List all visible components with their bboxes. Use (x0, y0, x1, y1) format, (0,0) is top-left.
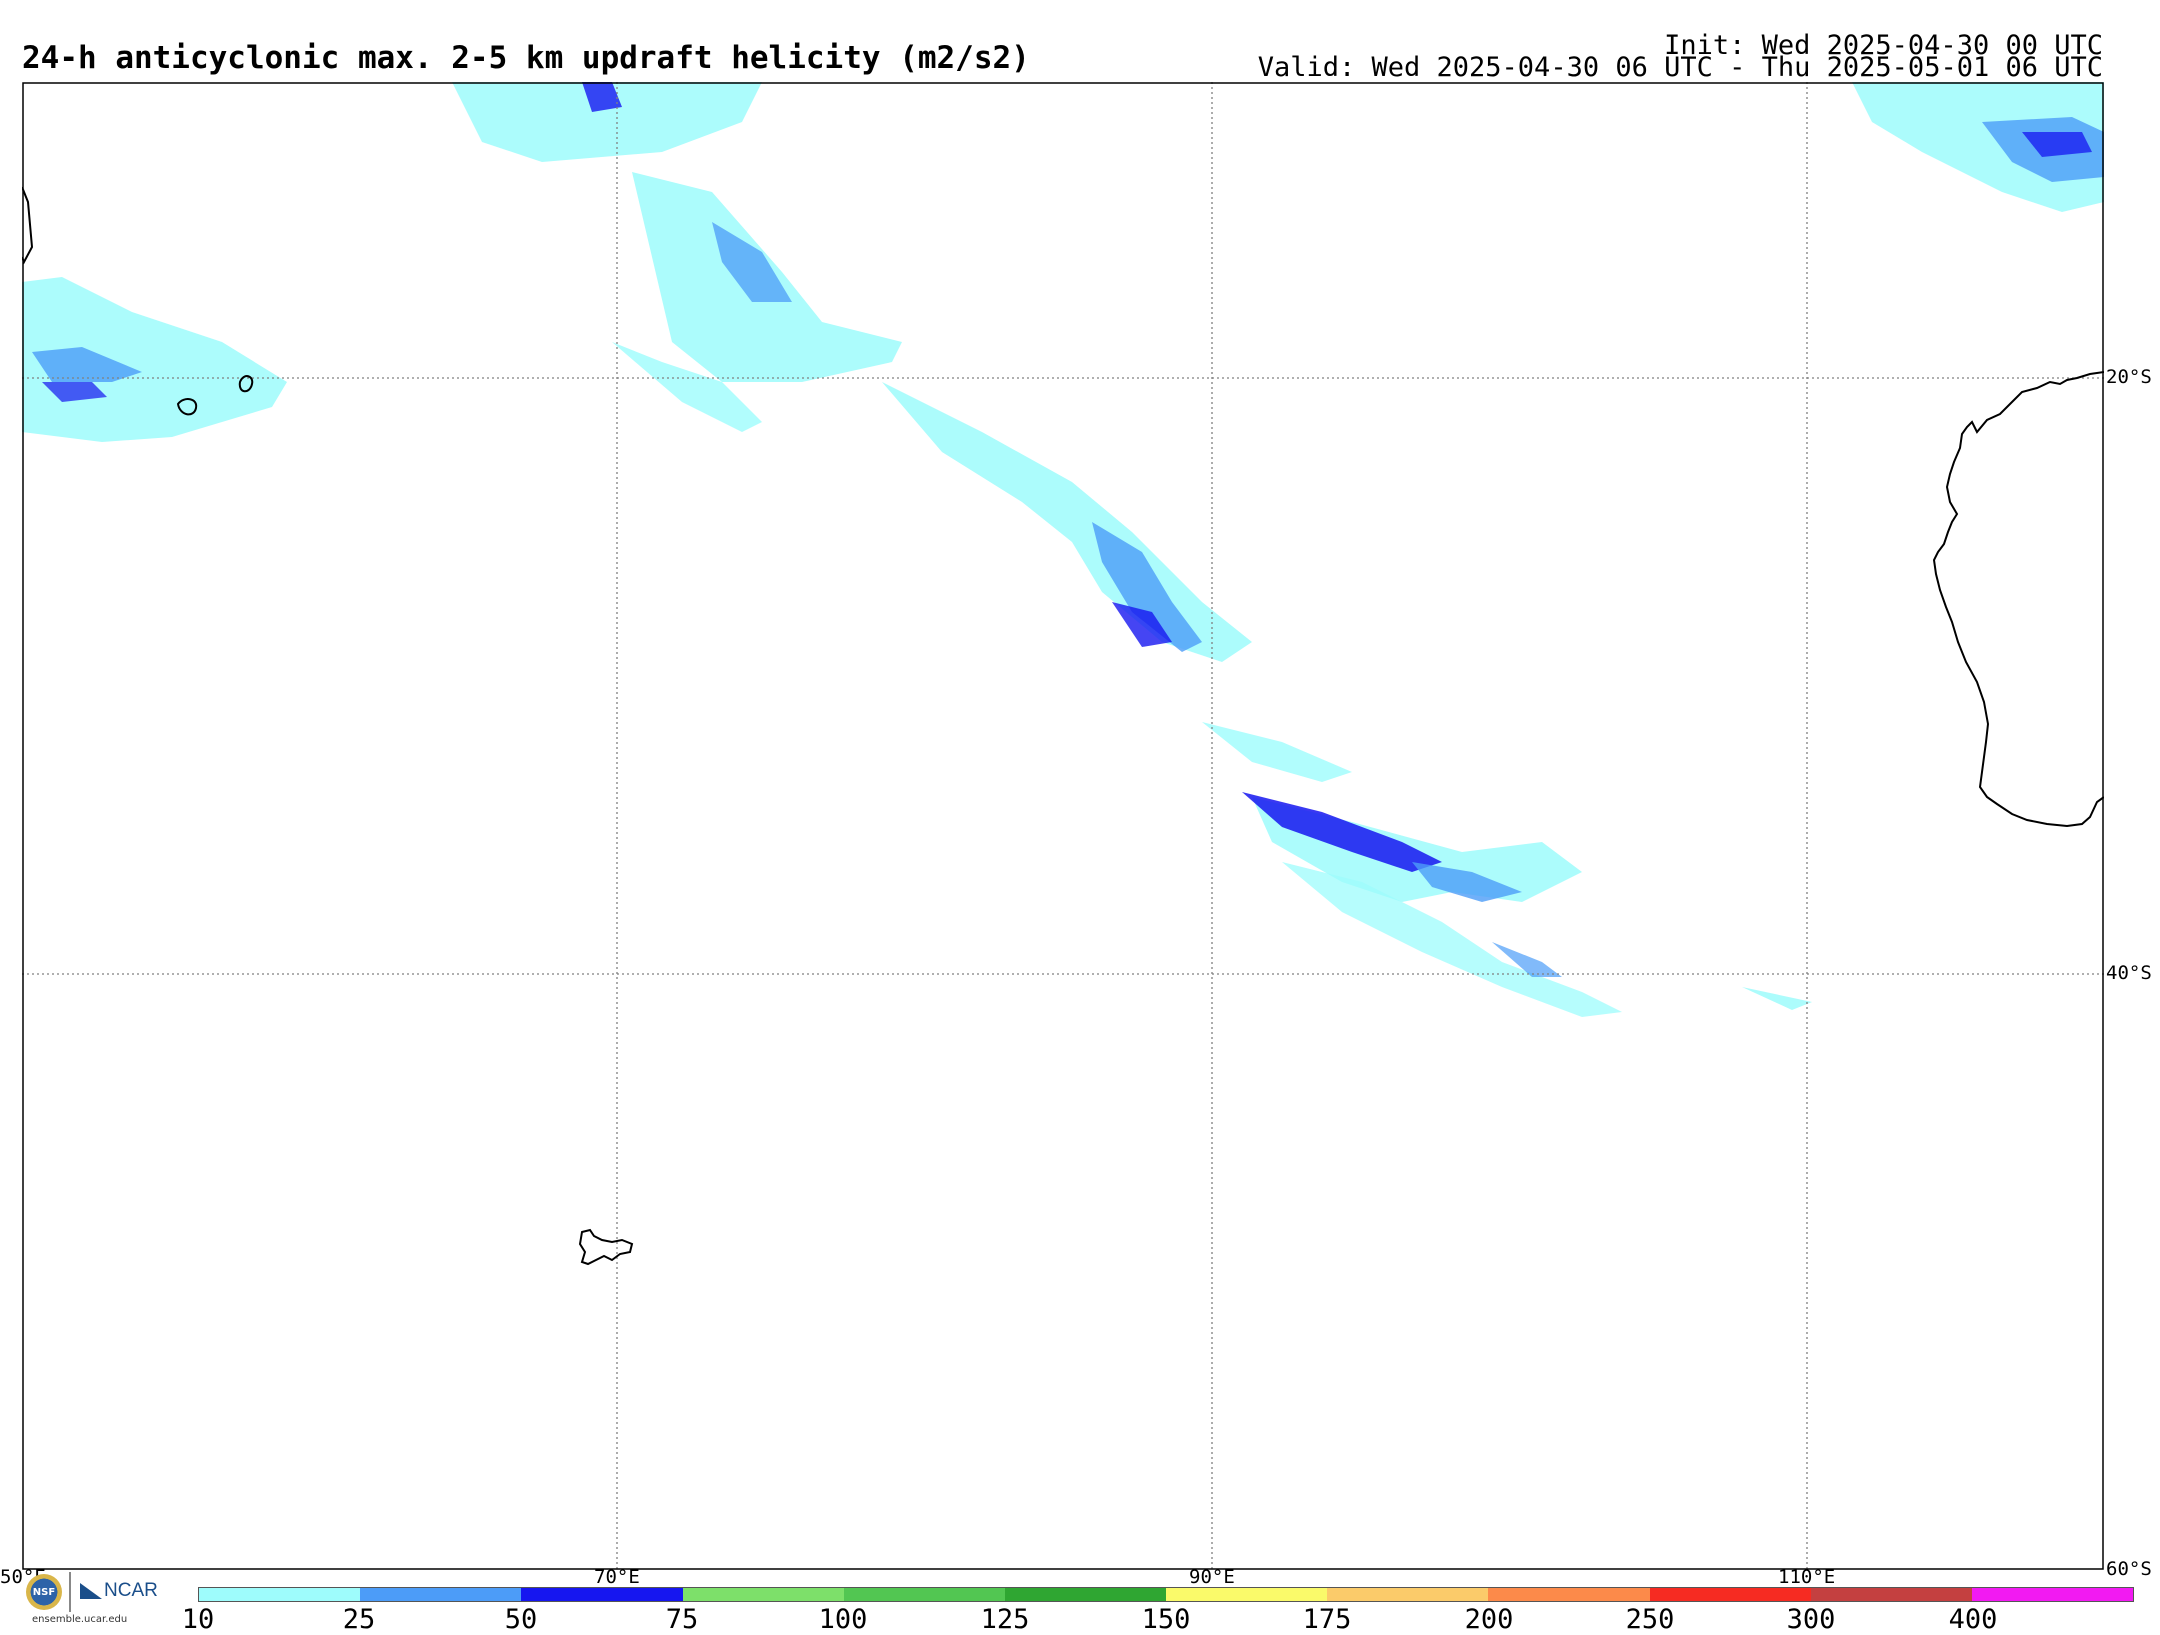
map-frame (22, 82, 2104, 1570)
lon-label-90e: 90°E (1189, 1566, 1235, 1588)
colorbar-tick-label: 150 (1141, 1604, 1191, 1635)
colorbar-tick-label: 125 (980, 1604, 1030, 1635)
graticule (22, 82, 2104, 1570)
colorbar (198, 1587, 2134, 1602)
colorbar-tick-label: 50 (504, 1604, 538, 1635)
colorbar-tick-label: 250 (1625, 1604, 1675, 1635)
colorbar-tick-label: 300 (1786, 1604, 1836, 1635)
colorbar-segment (1488, 1588, 1650, 1601)
colorbar-tick-label: 175 (1302, 1604, 1352, 1635)
colorbar-segment (1004, 1588, 1167, 1601)
colorbar-segment (521, 1588, 683, 1601)
colorbar-segment (199, 1588, 361, 1601)
map-panel (22, 82, 2104, 1570)
lat-label-20s: 20°S (2106, 366, 2152, 388)
colorbar-segment (682, 1588, 844, 1601)
nsf-logo-text: NSF (32, 1586, 56, 1598)
colorbar-tick-label: 400 (1948, 1604, 1998, 1635)
chart-title: 24-h anticyclonic max. 2-5 km updraft he… (22, 40, 1030, 76)
helicity-swaths (22, 82, 2104, 1017)
colorbar-segment (843, 1588, 1005, 1601)
colorbar-tick-label: 100 (818, 1604, 868, 1635)
colorbar-tick-label: 75 (665, 1604, 699, 1635)
valid-time: Valid: Wed 2025-04-30 06 UTC - Thu 2025-… (1257, 52, 2103, 83)
colorbar-segment (1810, 1588, 1972, 1601)
colorbar-segment (360, 1588, 522, 1601)
colorbar-tick-label: 10 (181, 1604, 215, 1635)
swath-top-right (1852, 82, 2104, 212)
lat-label-60s: 60°S (2106, 1558, 2152, 1580)
lon-label-70e: 70°E (594, 1566, 640, 1588)
ensemble-url: ensemble.ucar.edu (32, 1614, 128, 1625)
logo-divider (69, 1572, 71, 1612)
colorbar-tick-label: 25 (342, 1604, 376, 1635)
lat-label-40s: 40°S (2106, 962, 2152, 984)
colorbar-segment (1649, 1588, 1811, 1601)
swath-madagascar (22, 277, 287, 442)
colorbar-segment (1166, 1588, 1328, 1601)
nsf-logo: NSF (26, 1574, 62, 1610)
western-australia-coast (1932, 371, 2104, 828)
colorbar-segment (1971, 1588, 2134, 1601)
ncar-logo-text: NCAR (104, 1580, 158, 1601)
mauritius-island (238, 375, 254, 393)
ncar-mark-icon (80, 1583, 102, 1599)
kerguelen-islands (578, 1228, 634, 1266)
ncar-logo: NCAR (80, 1580, 158, 1602)
colorbar-tick-label: 200 (1464, 1604, 1514, 1635)
swath-top-center (452, 82, 762, 162)
lon-label-110e: 110°E (1778, 1566, 1836, 1588)
colorbar-segment (1327, 1588, 1489, 1601)
init-time: Init: Wed 2025-04-30 00 UTC (1664, 30, 2103, 61)
reunion-island (176, 398, 198, 416)
